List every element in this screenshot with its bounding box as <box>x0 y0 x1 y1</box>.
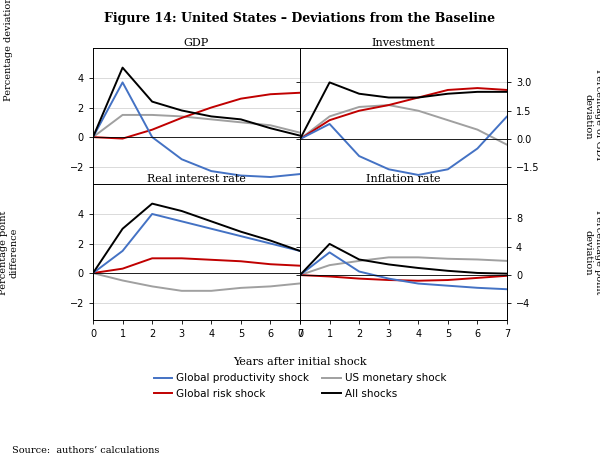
Text: Percentage of GDP
deviation: Percentage of GDP deviation <box>583 70 600 163</box>
Text: Percentage point
deviation: Percentage point deviation <box>583 210 600 295</box>
Legend: Global productivity shock, Global risk shock, US monetary shock, All shocks: Global productivity shock, Global risk s… <box>149 369 451 403</box>
Title: GDP: GDP <box>184 38 209 47</box>
Title: Real interest rate: Real interest rate <box>147 174 246 183</box>
Text: Percentage deviation: Percentage deviation <box>4 0 14 100</box>
Text: Years after initial shock: Years after initial shock <box>233 357 367 367</box>
Title: Investment: Investment <box>371 38 436 47</box>
Text: Source:  authors’ calculations: Source: authors’ calculations <box>12 446 160 455</box>
Text: Figure 14: United States – Deviations from the Baseline: Figure 14: United States – Deviations fr… <box>104 12 496 24</box>
Text: Percentage point
difference: Percentage point difference <box>0 210 19 295</box>
Title: Inflation rate: Inflation rate <box>366 174 441 183</box>
